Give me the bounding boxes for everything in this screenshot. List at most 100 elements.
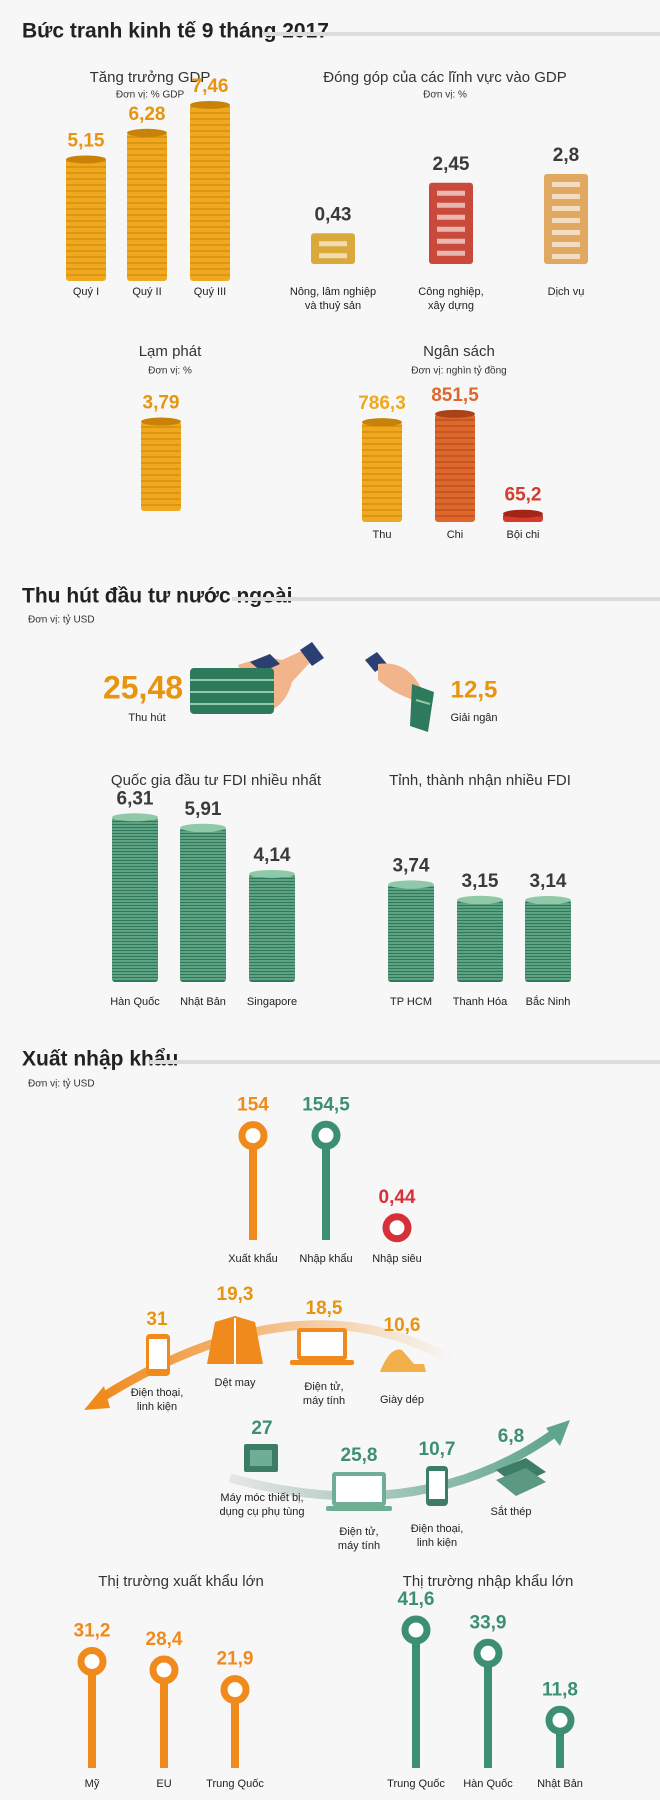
stack [180,827,226,982]
category-label: Máy móc thiết bị, [220,1492,303,1504]
category-label: Hàn Quốc [110,996,160,1008]
value-label: 2,45 [433,154,470,175]
value-label: 7,46 [192,76,229,97]
lollipop-head [545,1705,575,1735]
icon-window [552,254,580,259]
stack-top [249,869,295,878]
value-label: 0,44 [379,1187,416,1208]
lollipop-head [238,1121,268,1151]
category-label: Nông, lâm nghiệp [290,286,376,298]
goods-icons [146,1316,546,1511]
value-label: 10,6 [384,1315,421,1336]
icon-window [437,250,465,256]
stack-top [388,880,434,889]
value-label: 33,9 [470,1612,507,1633]
icon-window [437,226,465,232]
value-label: 6,28 [129,104,166,125]
icon-window [319,241,347,247]
unit-note: Đơn vị: % [423,90,467,101]
unit-note: Đơn vị: % GDP [116,90,185,101]
icon-window [552,230,580,235]
category-label: máy tính [303,1395,345,1407]
unit-note: Đơn vị: tỷ USD [28,1078,95,1090]
value-label: 4,14 [254,845,291,866]
value-label: 41,6 [398,1589,435,1610]
category-label: Trung Quốc [206,1778,264,1790]
fdi-label: Thu hút [128,712,165,724]
fdi-label: Giải ngân [450,712,497,724]
category-label: Nhập khẩu [299,1253,352,1265]
icon-window [319,253,347,259]
unit-note: Đơn vị: tỷ USD [28,614,95,626]
value-label: 18,5 [306,1298,343,1319]
value-label: 27 [251,1418,272,1439]
chart-title: Thị trường nhập khẩu lớn [403,1573,574,1590]
category-label: Dệt may [215,1377,256,1389]
sector-icon [311,233,355,264]
value-label: 3,74 [393,855,430,876]
category-label: EU [156,1778,171,1790]
category-label: Bắc Ninh [526,995,571,1008]
chart-title: Ngân sách [423,343,495,360]
category-label: Mỹ [85,1778,100,1790]
export-arrowhead [84,1386,110,1410]
icon-window [552,242,580,247]
value-label: 6,31 [117,788,154,809]
category-label: Singapore [247,996,297,1008]
value-label: 65,2 [505,485,542,506]
chart-title: Thị trường xuất khẩu lớn [98,1573,264,1590]
category-label: linh kiện [417,1537,457,1549]
value-label: 21,9 [217,1649,254,1670]
stack-top [141,417,181,426]
stack [141,421,181,511]
stack [127,132,167,281]
category-label: dụng cụ phụ tùng [219,1506,304,1518]
icon-window [437,238,465,244]
lollipop-head [473,1638,503,1668]
category-label: linh kiện [137,1401,177,1413]
stack-top [127,128,167,137]
category-label: Quý II [132,286,161,298]
chart-title: Tỉnh, thành nhận nhiều FDI [389,772,571,789]
stack-top [457,895,503,904]
category-label: Điện thoại, [411,1523,464,1535]
value-label: 0,43 [315,204,352,225]
value-label: 5,15 [68,130,105,151]
value-label: 11,8 [542,1679,578,1700]
category-label: Điện tử, [304,1381,343,1393]
category-label: Hàn Quốc [463,1778,513,1790]
stack-top [503,509,543,518]
value-label: 851,5 [431,385,479,406]
money-hand-illustration [190,642,434,732]
icon-window [437,214,465,220]
stack-top [112,813,158,822]
category-label: Điện tử, [339,1526,378,1538]
category-label: Sắt thép [491,1505,532,1518]
category-label: Nhập siêu [372,1253,422,1265]
category-label: Giày dép [380,1394,424,1406]
value-label: 3,79 [143,393,180,414]
value-label: 2,8 [553,145,579,166]
icon-window [437,190,465,196]
category-label: Nhật Bản [537,1778,583,1790]
value-label: 154 [237,1095,269,1116]
category-label: Chi [447,529,464,541]
lollipop-head [149,1655,179,1685]
category-label: Điện thoại, [131,1387,184,1399]
unit-note: Đơn vị: nghìn tỷ đồng [411,365,507,377]
stack-top [190,100,230,109]
category-label: TP HCM [390,996,432,1008]
value-label: 154,5 [302,1094,350,1115]
category-label: và thuỷ sản [305,300,361,312]
value-label: 786,3 [358,393,406,414]
icon-window [552,218,580,223]
icon-window [437,202,465,208]
category-label: Quý I [73,286,99,298]
lollipop-head [382,1213,412,1243]
value-label: 19,3 [217,1284,254,1305]
section-title: Xuất nhập khẩu [22,1048,178,1071]
stack-top [525,896,571,905]
value-label: 25,8 [341,1445,378,1466]
